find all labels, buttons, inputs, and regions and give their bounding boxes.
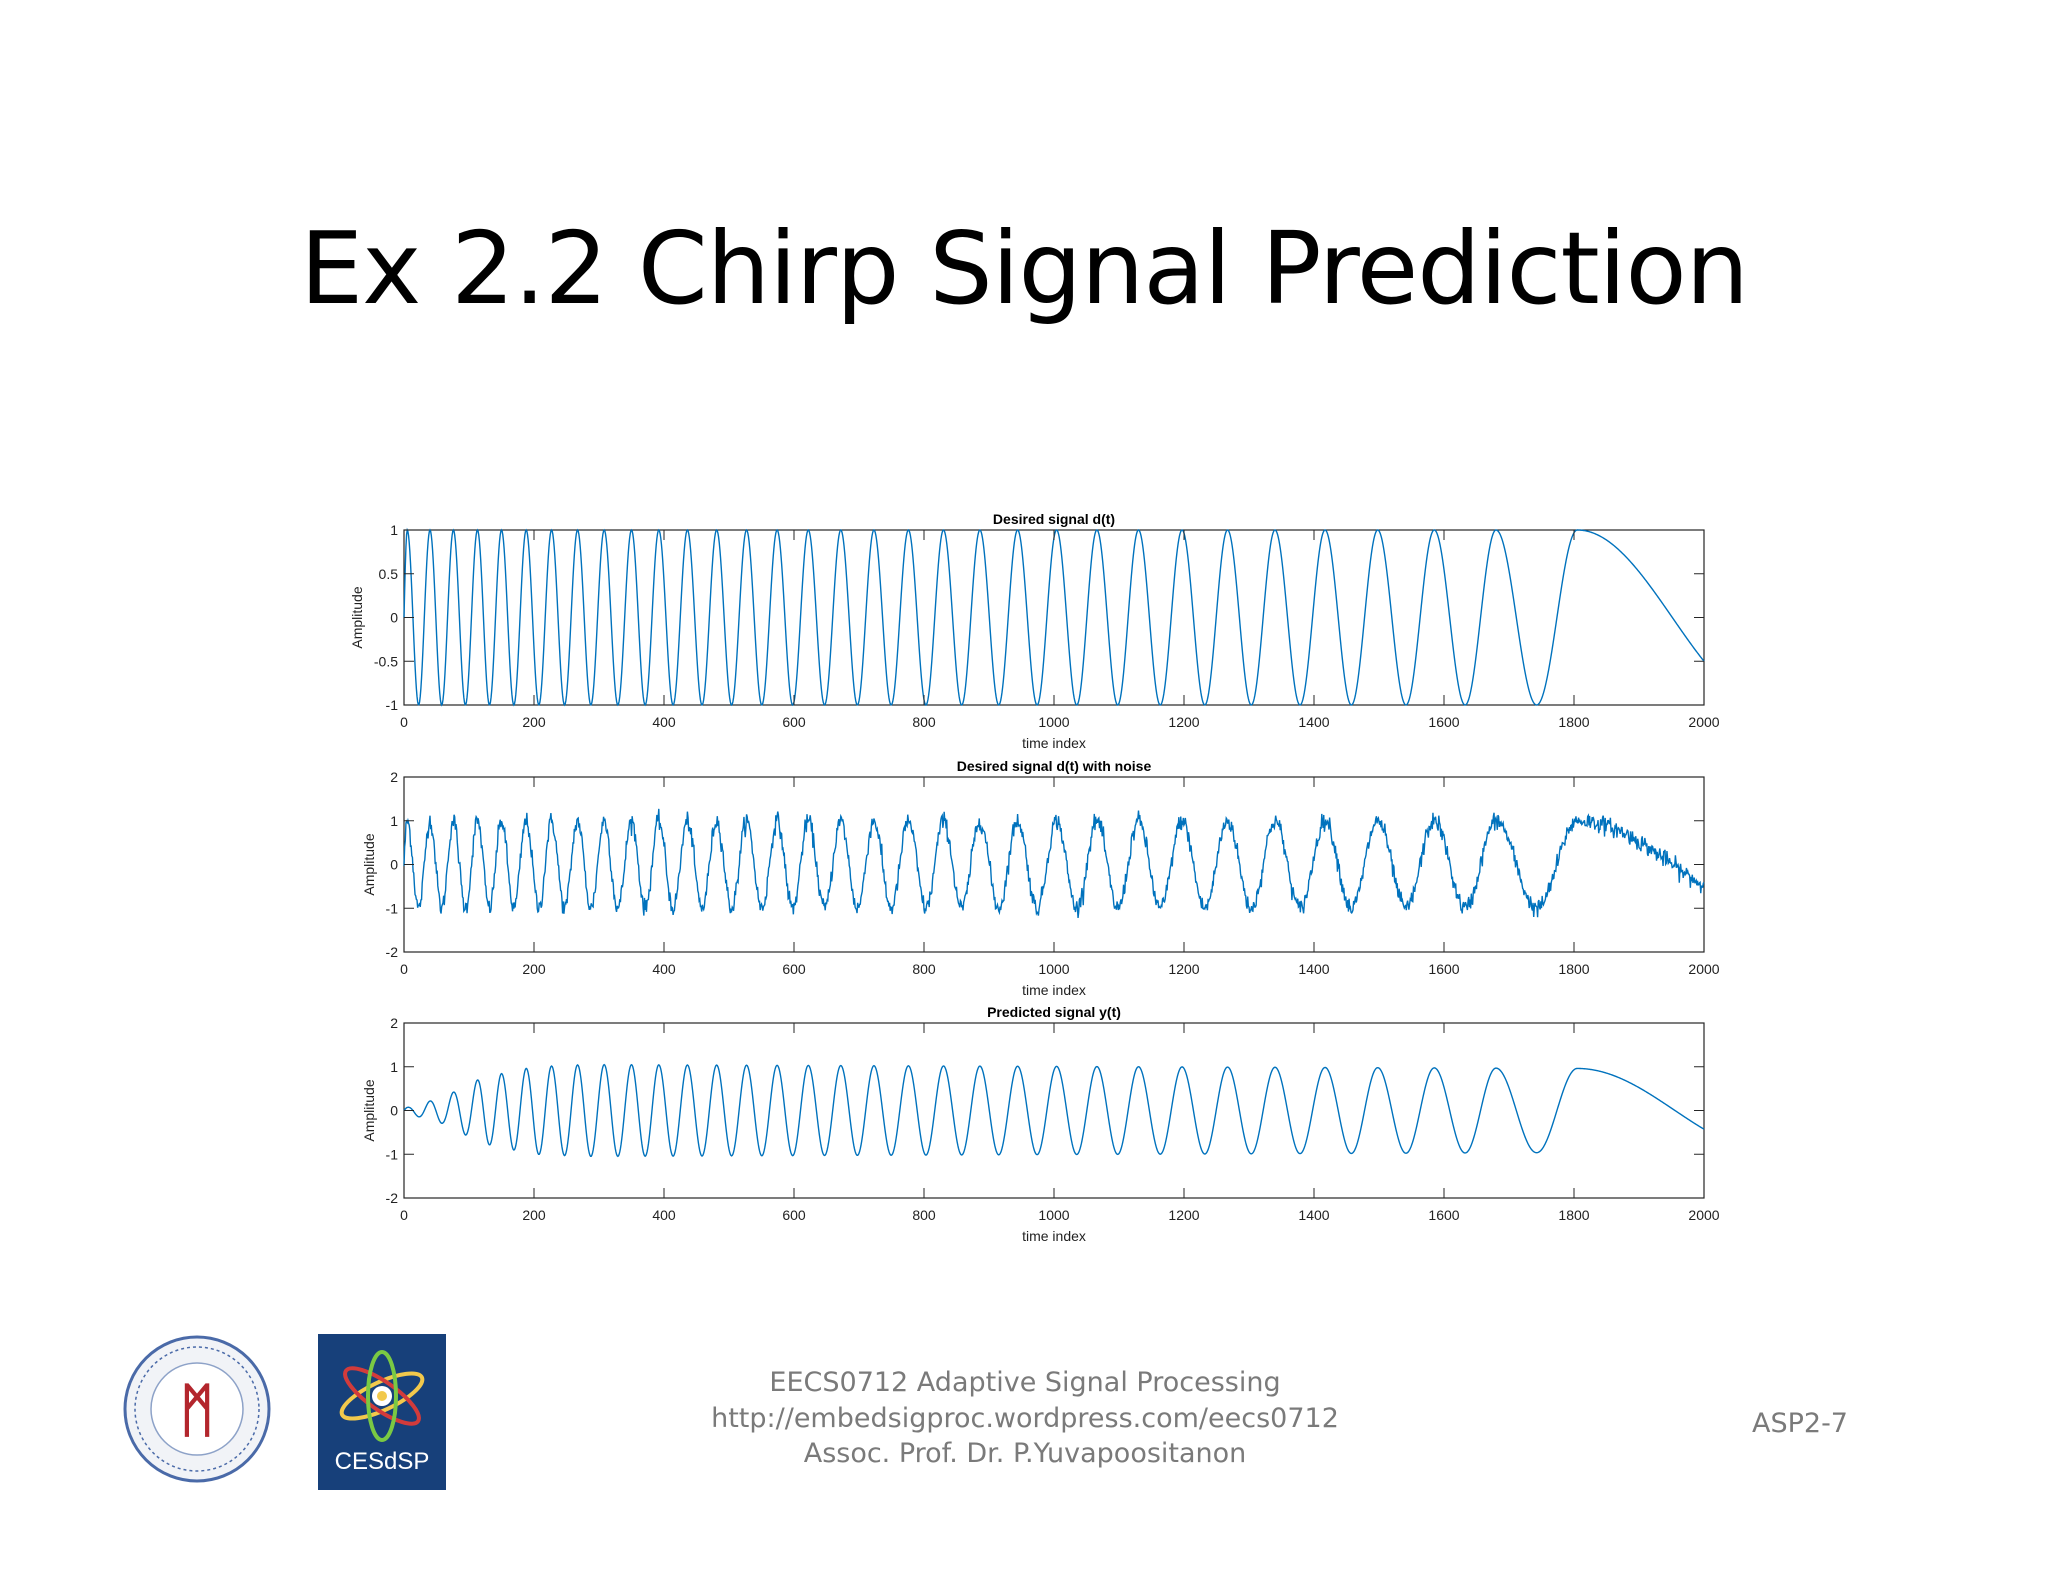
y-axis-label-1: Amplitude	[349, 586, 365, 648]
x-tick-label-3: 2000	[1688, 1207, 1719, 1223]
x-tick-label-3: 1200	[1168, 1207, 1199, 1223]
plot-area-2	[403, 776, 1705, 953]
x-tick-label-1: 600	[782, 714, 806, 730]
y-tick-label-2: 2	[390, 769, 398, 785]
cesdsp-logo: CESdSP	[318, 1334, 446, 1490]
x-tick-label-1: 2000	[1688, 714, 1719, 730]
x-tick-label-2: 2000	[1688, 961, 1719, 977]
x-tick-label-1: 1400	[1298, 714, 1329, 730]
x-tick-label-1: 400	[652, 714, 676, 730]
x-tick-label-1: 800	[912, 714, 936, 730]
x-tick-label-3: 1000	[1038, 1207, 1069, 1223]
x-tick-label-2: 1200	[1168, 961, 1199, 977]
x-tick-label-2: 1800	[1558, 961, 1589, 977]
series-line-2-1	[403, 808, 1705, 919]
x-tick-label-1: 1600	[1428, 714, 1459, 730]
x-tick-label-2: 800	[912, 961, 936, 977]
x-tick-label-1: 1200	[1168, 714, 1199, 730]
x-tick-label-3: 400	[652, 1207, 676, 1223]
x-tick-label-3: 1400	[1298, 1207, 1329, 1223]
x-tick-label-1: 1800	[1558, 714, 1589, 730]
y-tick-label-1: 0	[390, 610, 398, 626]
x-tick-label-2: 600	[782, 961, 806, 977]
y-tick-label-2: -1	[386, 900, 399, 916]
cesdsp-logo-text: CESdSP	[334, 1448, 430, 1475]
y-tick-label-3: -2	[386, 1190, 399, 1206]
x-axis-label-1: time index	[1022, 735, 1086, 751]
x-tick-label-2: 400	[652, 961, 676, 977]
slide-title: Ex 2.2 Chirp Signal Prediction	[299, 210, 1749, 327]
y-tick-label-3: -1	[386, 1146, 399, 1162]
y-tick-label-1: -1	[386, 697, 399, 713]
y-tick-label-3: 0	[390, 1103, 398, 1119]
footer-url[interactable]: http://embedsigproc.wordpress.com/eecs07…	[711, 1403, 1339, 1434]
x-tick-label-2: 0	[400, 961, 408, 977]
y-axis-label-3: Amplitude	[361, 1079, 377, 1141]
x-tick-label-3: 600	[782, 1207, 806, 1223]
x-tick-label-2: 1600	[1428, 961, 1459, 977]
x-axis-label-3: time index	[1022, 1228, 1086, 1244]
y-tick-label-1: 0.5	[379, 566, 399, 582]
x-tick-label-3: 0	[400, 1207, 408, 1223]
x-tick-label-3: 200	[522, 1207, 546, 1223]
y-axis-label-2: Amplitude	[361, 833, 377, 895]
series-line-3-1	[403, 1063, 1705, 1158]
chart-title-3: Predicted signal y(t)	[987, 1004, 1121, 1020]
y-tick-label-3: 2	[390, 1015, 398, 1031]
chart-title-1: Desired signal d(t)	[993, 511, 1115, 527]
x-tick-label-2: 1000	[1038, 961, 1069, 977]
x-tick-label-3: 1600	[1428, 1207, 1459, 1223]
slide-number: ASP2-7	[1752, 1408, 1848, 1439]
x-tick-label-2: 200	[522, 961, 546, 977]
chart-title-2: Desired signal d(t) with noise	[957, 758, 1152, 774]
y-tick-label-2: -2	[386, 944, 399, 960]
y-tick-label-2: 0	[390, 857, 398, 873]
footer-course: EECS0712 Adaptive Signal Processing	[769, 1367, 1281, 1398]
x-tick-label-1: 0	[400, 714, 408, 730]
footer-author: Assoc. Prof. Dr. P.Yuvapoositanon	[803, 1438, 1247, 1469]
y-tick-label-3: 1	[390, 1059, 398, 1075]
x-tick-label-2: 1400	[1298, 961, 1329, 977]
university-seal-logo: ᛗ	[122, 1334, 272, 1484]
svg-text:ᛗ: ᛗ	[180, 1378, 215, 1443]
y-tick-label-2: 1	[390, 813, 398, 829]
y-tick-label-1: -0.5	[374, 653, 398, 669]
plot-area-3	[403, 1022, 1705, 1199]
plot-area-1	[403, 529, 1705, 706]
x-axis-label-2: time index	[1022, 982, 1086, 998]
x-tick-label-3: 800	[912, 1207, 936, 1223]
x-tick-label-1: 1000	[1038, 714, 1069, 730]
x-tick-label-3: 1800	[1558, 1207, 1589, 1223]
y-tick-label-1: 1	[390, 522, 398, 538]
x-tick-label-1: 200	[522, 714, 546, 730]
